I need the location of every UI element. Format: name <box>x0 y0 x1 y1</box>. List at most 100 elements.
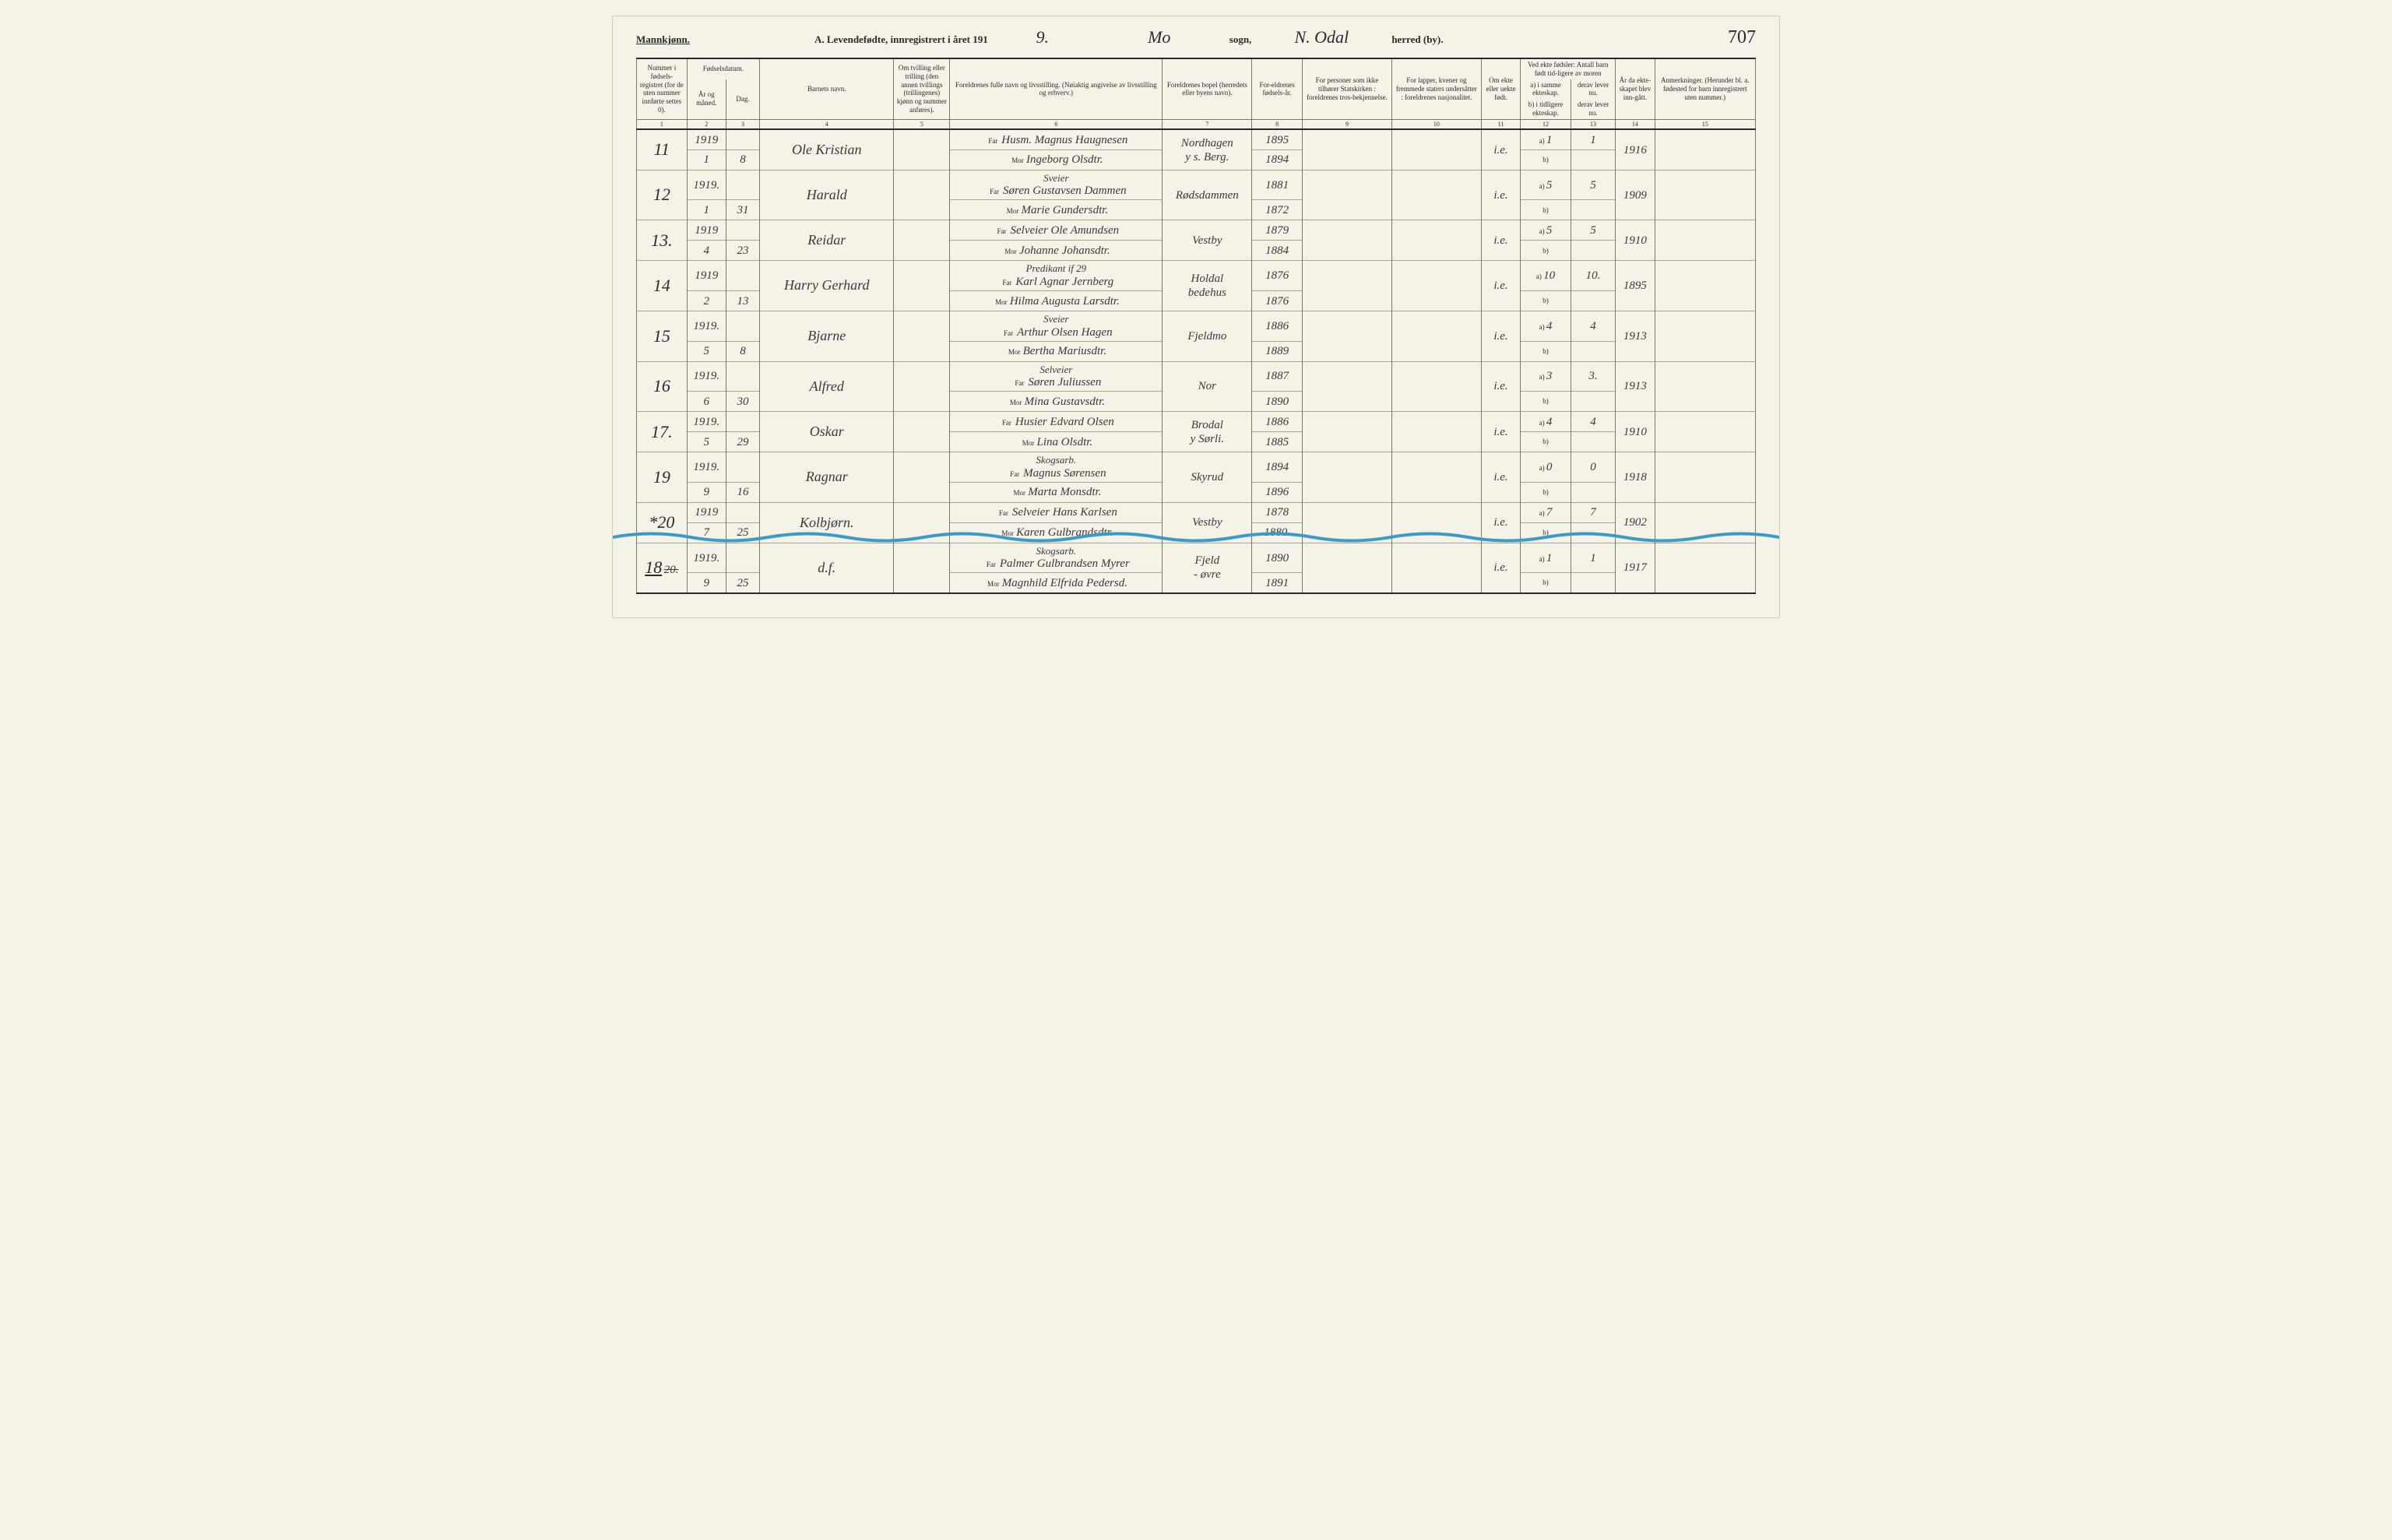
cell-religion <box>1302 502 1391 543</box>
cell-father: SveierFarSøren Gustavsen Dammen <box>950 170 1163 200</box>
cell-bopel: Skyrud <box>1163 452 1252 503</box>
colnum: 6 <box>950 119 1163 129</box>
colnum: 11 <box>1481 119 1520 129</box>
cell-child-name: d.f. <box>760 543 894 593</box>
cell-remarks <box>1655 361 1755 412</box>
col-header-parents: Foreldrenes fulle navn og livsstilling. … <box>950 58 1163 119</box>
cell-derav-b <box>1571 392 1615 412</box>
cell-prior-a: a) 4 <box>1521 311 1571 342</box>
page-number: 707 <box>1728 27 1756 48</box>
colnum: 12 <box>1521 119 1571 129</box>
cell-nationality <box>1391 129 1481 170</box>
cell-year: 1919. <box>687 170 726 200</box>
cell-mother: MorBertha Mariusdtr. <box>950 341 1163 361</box>
cell-num: 13. <box>637 220 688 261</box>
cell-prior-a: a) 5 <box>1521 220 1571 241</box>
cell-mother: MorMarta Monsdtr. <box>950 482 1163 502</box>
cell-religion <box>1302 361 1391 412</box>
cell-ekte: i.e. <box>1481 129 1520 170</box>
cell-prior-b: b) <box>1521 573 1571 593</box>
col-header-ekte: Om ekte eller uekte født. <box>1481 58 1520 119</box>
cell-prior-a: a) 7 <box>1521 502 1571 522</box>
cell-father: FarHusm. Magnus Haugnesen <box>950 129 1163 149</box>
cell-ekte: i.e. <box>1481 311 1520 362</box>
herred-label: herred (by). <box>1391 33 1443 46</box>
col-header-num: Nummer i fødsels-registret (for de uten … <box>637 58 688 119</box>
cell-derav-b <box>1571 241 1615 261</box>
cell-religion <box>1302 170 1391 220</box>
cell-num: 16 <box>637 361 688 412</box>
cell-mother: MorLina Olsdtr. <box>950 432 1163 452</box>
cell-nationality <box>1391 502 1481 543</box>
cell-child-name: Kolbjørn. <box>760 502 894 543</box>
col-header-prior: Ved ekte fødsler: Antall barn født tid-l… <box>1521 58 1616 79</box>
cell-month: 1 <box>687 149 726 170</box>
cell-derav: 1 <box>1571 129 1615 149</box>
colnum: 3 <box>726 119 759 129</box>
cell-far-year: 1886 <box>1252 412 1303 432</box>
cell-twin <box>894 311 950 362</box>
cell-far-year: 1881 <box>1252 170 1303 200</box>
cell-twin <box>894 502 950 543</box>
col-header-13a: derav lever nu. <box>1571 79 1615 100</box>
colnum: 8 <box>1252 119 1303 129</box>
col-header-name: Barnets navn. <box>760 58 894 119</box>
cell-day: 13 <box>726 291 759 311</box>
cell-derav: 4 <box>1571 412 1615 432</box>
cell-bopel: Nordhageny s. Berg. <box>1163 129 1252 170</box>
cell-nationality <box>1391 452 1481 503</box>
cell-prior-a: a) 3 <box>1521 361 1571 392</box>
cell-twin <box>894 129 950 170</box>
cell-day-blank <box>726 129 759 149</box>
cell-year: 1919. <box>687 543 726 573</box>
cell-mor-year: 1880. <box>1252 522 1303 543</box>
cell-derav: 0 <box>1571 452 1615 483</box>
cell-nationality <box>1391 170 1481 220</box>
register-page: Mannkjønn. A. Levendefødte, innregistrer… <box>612 16 1780 618</box>
cell-prior-b: b) <box>1521 522 1571 543</box>
cell-day-blank <box>726 361 759 392</box>
table-row: 111919Ole KristianFarHusm. Magnus Haugne… <box>637 129 1756 149</box>
cell-father: FarHusier Edvard Olsen <box>950 412 1163 432</box>
cell-prior-b: b) <box>1521 392 1571 412</box>
cell-mother: MorKaren Gulbrandsdtr. <box>950 522 1163 543</box>
cell-child-name: Ragnar <box>760 452 894 503</box>
cell-father: FarSelveier Ole Amundsen <box>950 220 1163 241</box>
cell-num: 18 20. <box>637 543 688 593</box>
col-header-12a: a) i samme ekteskap. <box>1521 79 1571 100</box>
cell-religion <box>1302 412 1391 452</box>
cell-remarks <box>1655 129 1755 170</box>
cell-far-year: 1894 <box>1252 452 1303 483</box>
cell-father: Skogsarb.FarPalmer Gulbrandsen Myrer <box>950 543 1163 573</box>
cell-num: *20 <box>637 502 688 543</box>
cell-derav: 5 <box>1571 170 1615 200</box>
col-header-bopel: Foreldrenes bopel (herredets eller byens… <box>1163 58 1252 119</box>
cell-marriage-year: 1913 <box>1616 361 1655 412</box>
cell-mor-year: 1884 <box>1252 241 1303 261</box>
cell-marriage-year: 1902 <box>1616 502 1655 543</box>
title-line: Mannkjønn. A. Levendefødte, innregistrer… <box>636 27 1756 48</box>
cell-derav: 3. <box>1571 361 1615 392</box>
cell-day-blank <box>726 170 759 200</box>
cell-twin <box>894 170 950 220</box>
cell-derav-b <box>1571 573 1615 593</box>
cell-religion <box>1302 543 1391 593</box>
cell-child-name: Alfred <box>760 361 894 412</box>
cell-mother: MorMina Gustavsdtr. <box>950 392 1163 412</box>
cell-remarks <box>1655 452 1755 503</box>
cell-prior-a: a) 4 <box>1521 412 1571 432</box>
cell-twin <box>894 261 950 311</box>
cell-month: 6 <box>687 392 726 412</box>
cell-year: 1919. <box>687 452 726 483</box>
cell-year: 1919 <box>687 261 726 291</box>
table-row: 18 20.1919.d.f.Skogsarb.FarPalmer Gulbra… <box>637 543 1756 573</box>
cell-bopel: Nor <box>1163 361 1252 412</box>
cell-prior-b: b) <box>1521 200 1571 220</box>
cell-marriage-year: 1917 <box>1616 543 1655 593</box>
cell-derav-b <box>1571 482 1615 502</box>
cell-year: 1919 <box>687 129 726 149</box>
cell-nationality <box>1391 361 1481 412</box>
cell-father: Skogsarb.FarMagnus Sørensen <box>950 452 1163 483</box>
cell-ekte: i.e. <box>1481 220 1520 261</box>
col-header-day: Dag. <box>726 79 759 120</box>
